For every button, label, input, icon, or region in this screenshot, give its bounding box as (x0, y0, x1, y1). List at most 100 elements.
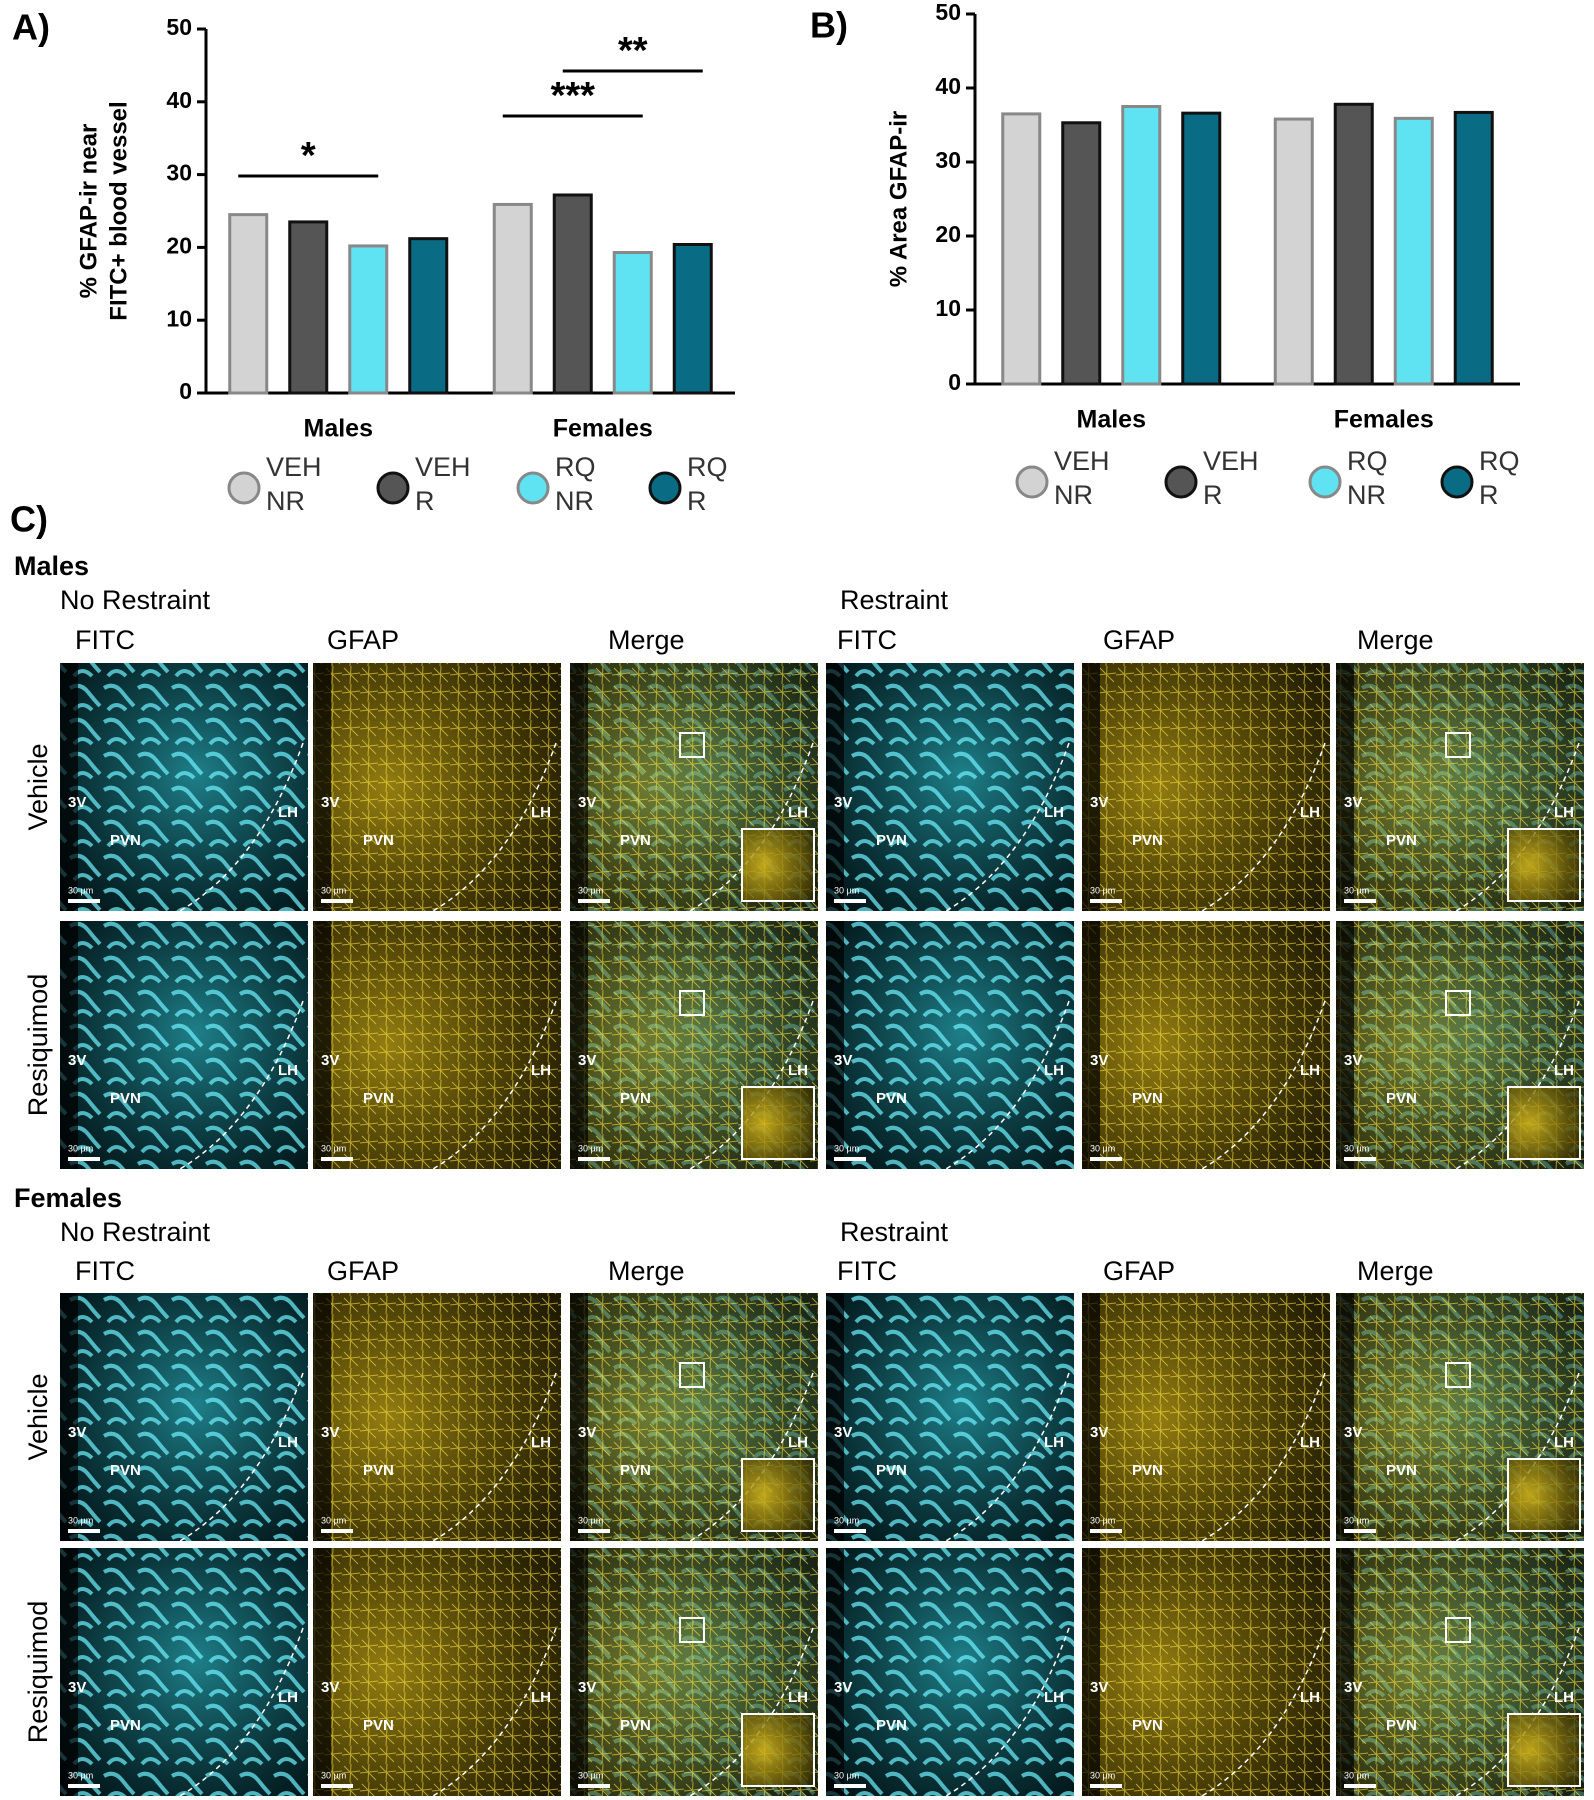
legend-entry: VEH NR (266, 452, 322, 516)
region-label: PVN (620, 832, 651, 849)
channel-label: GFAP (1103, 625, 1175, 655)
roi-box (1445, 1362, 1471, 1388)
scale-label: 30 µm (68, 1770, 93, 1780)
boundary (432, 742, 557, 912)
legend-entry: VEH R (415, 452, 471, 516)
channel-label: Merge (1357, 625, 1434, 655)
region-label: 3V (68, 794, 86, 811)
scale-label: 30 µm (578, 885, 603, 895)
inset (1507, 1713, 1581, 1787)
scale-label: 30 µm (321, 1515, 346, 1525)
roi-box (679, 1617, 705, 1643)
boundary (1201, 1372, 1326, 1542)
boundary (689, 1372, 814, 1542)
panel-label: C) (10, 499, 48, 540)
channel-label: GFAP (1103, 1256, 1175, 1286)
ventricle (826, 1548, 844, 1796)
legend-entry: RQ NR (1347, 446, 1388, 510)
region-label: PVN (1386, 832, 1417, 849)
bar (492, 202, 533, 395)
legend-entry: RQ R (1479, 446, 1520, 510)
region-label: LH (1044, 1434, 1064, 1451)
region-label: PVN (876, 832, 907, 849)
row-label: Vehicle (23, 1373, 53, 1460)
y-tick-label: 0 (948, 369, 961, 395)
astrocytes (1082, 1293, 1330, 1541)
micrograph: 3V PVN LH 30 µm (826, 663, 1074, 912)
x-tick-label: Females (553, 415, 653, 443)
ventricle (570, 1548, 588, 1796)
legend-marker (1440, 465, 1474, 499)
channel-label: Merge (1357, 1256, 1434, 1286)
astrocytes (313, 1548, 561, 1796)
scale-label: 30 µm (834, 1515, 859, 1525)
boundary (179, 1372, 304, 1542)
y-tick-label: 30 (166, 160, 192, 186)
condition-label: No Restraint (60, 1217, 211, 1247)
region-label: 3V (1344, 1424, 1362, 1441)
region-label: 3V (578, 1052, 596, 1069)
legend-label: RQ R (1479, 446, 1520, 510)
significance-label: ** (618, 30, 648, 72)
micrograph: 3V PVN LH 30 µm (1082, 1293, 1330, 1542)
legend-marker (227, 471, 261, 505)
boundary (179, 742, 304, 912)
vessels (60, 1293, 308, 1541)
region-label: 3V (834, 1424, 852, 1441)
micrograph: 3V PVN LH 30 µm (1336, 663, 1584, 912)
region-label: PVN (876, 1462, 907, 1479)
inset (741, 1086, 815, 1160)
boundary (432, 1372, 557, 1542)
region-label: LH (278, 1689, 298, 1706)
region-label: PVN (1132, 1717, 1163, 1734)
boundary (689, 1000, 814, 1170)
region-label: LH (1044, 804, 1064, 821)
vessels (826, 1293, 1074, 1541)
legend-marker (648, 471, 682, 505)
astrocytes (1082, 663, 1330, 911)
bar (1333, 102, 1374, 386)
astrocytes (1082, 1548, 1330, 1796)
boundary (179, 1627, 304, 1797)
region-label: 3V (1090, 1052, 1108, 1069)
legend-label: RQ NR (1347, 446, 1388, 510)
legend-entry: VEH NR (1054, 446, 1110, 510)
micrograph: 3V PVN LH 30 µm (570, 663, 818, 912)
channel-label: FITC (75, 1256, 135, 1286)
bar (672, 242, 713, 395)
panel-label: B) (810, 5, 848, 46)
boundary (1455, 742, 1580, 912)
boundary (689, 742, 814, 912)
region-label: LH (1554, 804, 1574, 821)
micrograph: 3V PVN LH 30 µm (313, 1548, 561, 1797)
region-label: PVN (620, 1090, 651, 1107)
ventricle (313, 1293, 331, 1541)
significance-label: *** (551, 75, 596, 117)
micrograph: 3V PVN LH 30 µm (570, 1548, 818, 1797)
region-label: PVN (110, 1090, 141, 1107)
vessels (826, 663, 1074, 911)
boundary (432, 1627, 557, 1797)
micrograph: 3V PVN LH 30 µm (1082, 663, 1330, 912)
scale-label: 30 µm (68, 885, 93, 895)
vessels (60, 663, 308, 911)
scale-label: 30 µm (1090, 1770, 1115, 1780)
legend-label: VEH R (1203, 446, 1259, 510)
section-title: Males (14, 551, 89, 581)
boundary (945, 1000, 1070, 1170)
region-label: 3V (834, 1052, 852, 1069)
region-label: LH (1554, 1062, 1574, 1079)
ventricle (1082, 921, 1100, 1169)
region-label: LH (531, 1689, 551, 1706)
row-label: Vehicle (23, 743, 53, 830)
ventricle (570, 921, 588, 1169)
micrograph: 3V PVN LH 30 µm (313, 1293, 561, 1542)
astrocytes (1082, 921, 1330, 1169)
region-label: LH (278, 1062, 298, 1079)
y-axis-label: FITC+ blood vessel (105, 101, 132, 320)
channel-label: GFAP (327, 1256, 399, 1286)
region-label: LH (1300, 804, 1320, 821)
ventricle (826, 921, 844, 1169)
bar (612, 250, 653, 395)
